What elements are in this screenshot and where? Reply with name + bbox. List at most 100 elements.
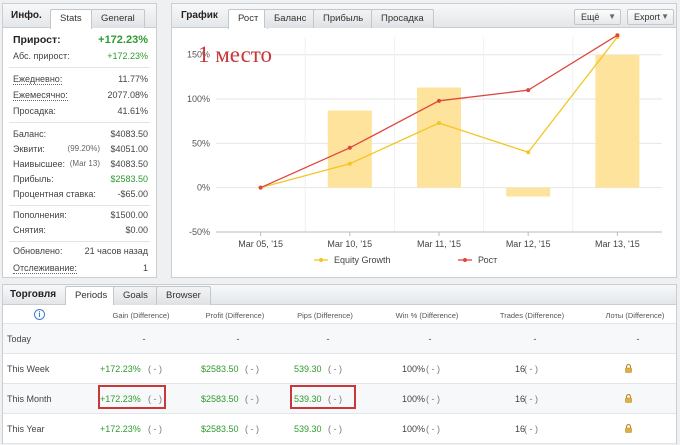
interest-row: Процентная ставка: -$65.00: [13, 189, 148, 202]
highest-label: Наивысшее:: [13, 159, 66, 169]
tab-browser[interactable]: Browser: [156, 286, 211, 305]
tab-profit[interactable]: Прибыль: [313, 9, 374, 28]
graph-panel: График Рост Баланс Прибыль Просадка Ещё …: [171, 3, 677, 278]
legend-equity-label: Equity Growth: [334, 255, 391, 265]
export-label: Export: [634, 12, 661, 22]
bar: [417, 87, 461, 188]
trades-diff: ( - ): [524, 424, 538, 434]
y-tick-label: 100%: [187, 94, 210, 104]
win-diff: ( - ): [426, 424, 440, 434]
balance-label: Баланс:: [13, 129, 47, 139]
table-row: Today - - - - - -: [3, 324, 676, 354]
data-point: [526, 88, 531, 93]
growth-chart: 150% 100% 50% 0% -50% Mar 05, '15 Mar 10, '15 M…: [187, 33, 662, 265]
period-label: This Week: [7, 364, 50, 374]
profit-cell: $2583.50: [201, 424, 239, 434]
data-point: [526, 150, 531, 155]
drawdown-label: Просадка:: [13, 106, 56, 116]
trades-cell: -: [533, 334, 537, 344]
daily-label[interactable]: Ежедневно:: [13, 74, 63, 85]
trades-cell: 16: [515, 364, 526, 374]
profit-cell: $2583.50: [201, 394, 239, 404]
y-tick-label: -50%: [189, 227, 210, 237]
col-trades: Trades (Difference): [499, 311, 565, 320]
win-cell: 100%: [402, 364, 426, 374]
profit-diff: ( - ): [245, 364, 259, 374]
tab-periods[interactable]: Periods: [65, 286, 118, 306]
profit-diff: ( - ): [245, 394, 259, 404]
col-profit: Profit (Difference): [205, 311, 265, 320]
table-row: This Year +172.23% ( - ) $2583.50 ( - ) 539.3…: [3, 414, 676, 444]
withdrawals-row: Снятия: $0.00: [13, 225, 148, 238]
profit-value: $2583.50: [110, 174, 148, 184]
divider: [9, 122, 150, 123]
legend-growth-label: Рост: [478, 255, 497, 265]
tab-growth[interactable]: Рост: [228, 9, 269, 29]
deposits-label: Пополнения:: [13, 210, 67, 220]
tab-drawdown[interactable]: Просадка: [371, 9, 434, 28]
win-diff: ( - ): [426, 364, 440, 374]
tab-general[interactable]: General: [91, 9, 145, 28]
info-panel: Инфо. Stats General Прирост: +172.23% Аб…: [2, 3, 157, 278]
profit-row: Прибыль: $2583.50: [13, 174, 148, 187]
data-point: [347, 145, 352, 150]
gain-cell: +172.23%: [100, 364, 141, 374]
lots-cell: -: [636, 334, 640, 344]
deposits-value: $1500.00: [110, 210, 148, 220]
gain-highlight: [98, 385, 166, 409]
info-icon[interactable]: i: [34, 309, 45, 320]
col-win: Win % (Difference): [395, 311, 459, 320]
tab-balance[interactable]: Баланс: [264, 9, 317, 28]
highest-value: $4083.50: [110, 159, 148, 169]
graph-tabbar: График Рост Баланс Прибыль Просадка Ещё …: [172, 4, 676, 29]
y-tick-label: 0%: [197, 183, 210, 193]
data-point: [437, 120, 441, 125]
equity-row: Эквити: (99.20%) $4051.00: [13, 144, 148, 157]
daily-value: 11.77%: [118, 74, 148, 84]
pips-cell: 539.30: [294, 394, 322, 404]
divider: [9, 241, 150, 242]
monthly-value: 2077.08%: [107, 90, 148, 100]
x-tick-label: Mar 10, '15: [327, 239, 372, 249]
win-cell: -: [428, 334, 432, 344]
y-tick-label: 150%: [187, 50, 210, 60]
balance-value: $4083.50: [110, 129, 148, 139]
abs-gain-label: Абс. прирост:: [13, 51, 70, 61]
tab-stats[interactable]: Stats: [50, 9, 92, 29]
trades-diff: ( - ): [524, 394, 538, 404]
win-diff: ( - ): [426, 394, 440, 404]
export-button[interactable]: Export ▼: [627, 9, 674, 25]
x-tick-label: Mar 12, '15: [506, 239, 551, 249]
more-button[interactable]: Ещё ▼: [574, 9, 621, 25]
table-row: This Month +172.23% ( - ) $2583.50 ( - ) 539.…: [3, 384, 676, 414]
legend-growth-marker: [463, 258, 467, 262]
lock-icon: [625, 364, 632, 373]
trading-tabbar: Торговля Periods Goals Browser: [3, 285, 676, 306]
equity-value: $4051.00: [110, 144, 148, 154]
graph-title: График: [181, 10, 218, 21]
data-point: [615, 33, 620, 38]
period-label: This Year: [7, 424, 45, 434]
updated-row: Обновлено: 21 часов назад: [13, 246, 148, 259]
pips-highlight: [290, 385, 356, 409]
deposits-row: Пополнения: $1500.00: [13, 210, 148, 223]
withdrawals-value: $0.00: [125, 225, 148, 235]
pips-cell: -: [326, 334, 330, 344]
tab-goals[interactable]: Goals: [113, 286, 158, 305]
data-point: [437, 98, 441, 103]
gain-value: +172.23%: [98, 34, 148, 46]
daily-row: Ежедневно: 11.77%: [13, 74, 148, 87]
monthly-label[interactable]: Ежемесячно:: [13, 90, 68, 101]
equity-label: Эквити:: [13, 144, 45, 154]
drawdown-value: 41.61%: [117, 106, 148, 116]
data-point: [347, 161, 352, 166]
x-tick-label: Mar 13, '15: [595, 239, 640, 249]
abs-gain-row: Абс. прирост: +172.23%: [13, 51, 148, 64]
chevron-down-icon: ▼: [661, 12, 669, 21]
gain-diff: ( - ): [148, 394, 162, 404]
profit-cell: -: [236, 334, 240, 344]
pips-diff: ( - ): [328, 364, 342, 374]
trades-cell: 16: [515, 424, 526, 434]
interest-value: -$65.00: [117, 189, 148, 199]
tracking-label[interactable]: Отслеживание:: [13, 263, 77, 274]
